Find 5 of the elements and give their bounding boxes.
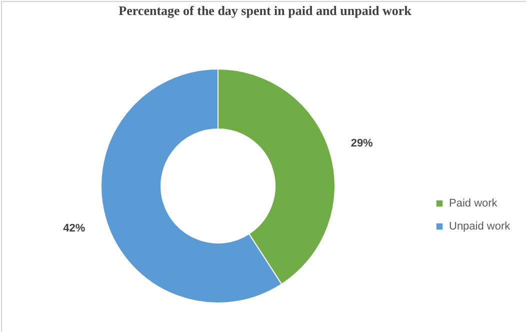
legend-label: Unpaid work: [449, 220, 511, 232]
data-label: 29%: [350, 137, 374, 150]
data-label: 42%: [63, 222, 86, 235]
legend-label: Paid work: [449, 198, 498, 210]
chart-title: Percentage of the day spent in paid and unpaid work: [118, 3, 412, 18]
